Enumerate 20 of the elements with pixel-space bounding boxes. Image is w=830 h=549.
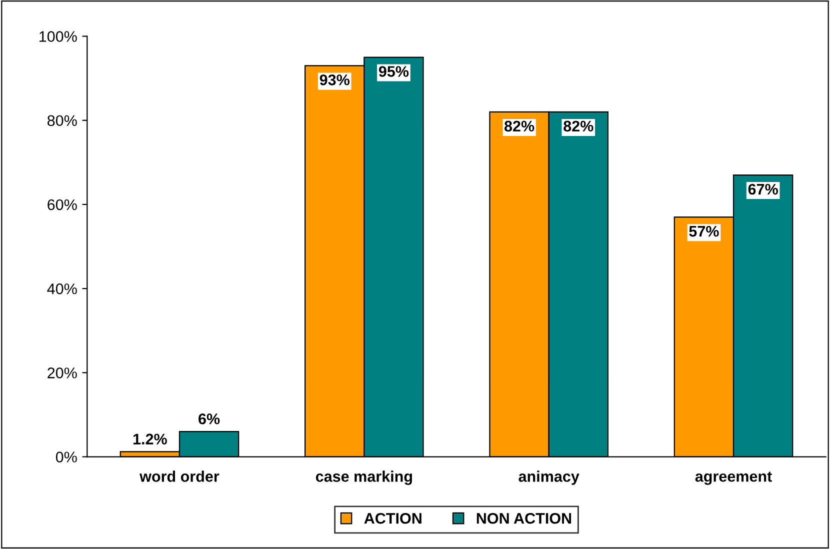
x-tick-label: agreement [695, 472, 772, 485]
legend-label: ACTION [364, 512, 422, 524]
data-label: 82% [504, 120, 534, 132]
data-label: 67% [748, 184, 778, 195]
y-tick-label: 0% [56, 452, 77, 462]
x-tick-label: case marking [316, 470, 412, 485]
x-tick-label: word order [140, 470, 220, 482]
y-tick-label: 100% [40, 31, 77, 42]
y-tick-label: 80% [48, 115, 77, 126]
y-tick-label: 20% [48, 368, 77, 378]
y-tick-label: 40% [47, 283, 77, 294]
data-label: 95% [378, 66, 409, 77]
data-label: 82% [564, 120, 594, 132]
data-label: 57% [689, 226, 719, 237]
legend-label: NON ACTION [476, 512, 572, 524]
y-tick-label: 60% [48, 199, 77, 210]
x-tick-label: animacy [518, 470, 580, 485]
data-label: 93% [320, 74, 350, 86]
data-label: 1.2% [133, 434, 167, 444]
data-label: 6% [198, 413, 220, 424]
